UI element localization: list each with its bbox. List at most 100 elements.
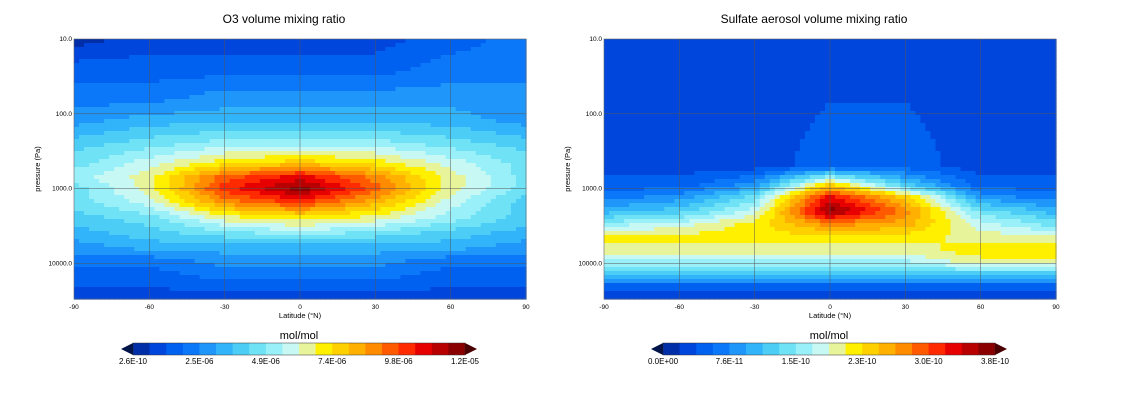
contour-cell bbox=[244, 123, 251, 128]
contour-cell bbox=[325, 55, 331, 60]
contour-cell bbox=[480, 219, 487, 224]
contour-cell bbox=[415, 155, 422, 160]
contour-cell bbox=[129, 107, 135, 112]
contour-cell bbox=[124, 131, 130, 136]
contour-cell bbox=[425, 191, 432, 196]
contour-cell bbox=[515, 223, 522, 228]
contour-cell bbox=[405, 227, 412, 232]
contour-cell bbox=[355, 159, 361, 164]
contour-cell bbox=[144, 127, 150, 132]
contour-cell bbox=[460, 95, 467, 100]
contour-cell bbox=[269, 207, 276, 212]
contour-cell bbox=[400, 175, 407, 180]
contour-cell bbox=[154, 171, 160, 176]
contour-cell bbox=[189, 91, 196, 96]
contour-cell bbox=[114, 255, 120, 260]
contour-cell bbox=[305, 163, 311, 168]
contour-cell bbox=[264, 107, 271, 112]
contour-cell bbox=[385, 111, 391, 116]
contour-cell bbox=[365, 207, 371, 212]
contour-cell bbox=[360, 59, 366, 64]
contour-cell bbox=[259, 171, 266, 176]
contour-cell bbox=[204, 175, 211, 180]
contour-cell bbox=[184, 207, 191, 212]
contour-cell bbox=[475, 223, 482, 228]
contour-cell bbox=[234, 223, 241, 228]
contour-cell bbox=[94, 215, 100, 220]
contour-cell bbox=[365, 111, 371, 116]
contour-cell bbox=[400, 171, 407, 176]
contour-cell bbox=[365, 103, 371, 108]
contour-cell bbox=[149, 91, 155, 96]
contour-cell bbox=[500, 163, 507, 168]
contour-cell bbox=[204, 43, 211, 48]
contour-cell bbox=[249, 195, 256, 200]
contour-cell bbox=[244, 215, 251, 220]
contour-cell bbox=[485, 159, 492, 164]
contour-cell bbox=[124, 127, 130, 132]
contour-cell bbox=[320, 163, 326, 168]
contour-cell bbox=[300, 47, 306, 52]
contour-cell bbox=[410, 179, 417, 184]
contour-cell bbox=[430, 195, 437, 200]
contour-cell bbox=[219, 139, 226, 144]
contour-cell bbox=[510, 175, 517, 180]
contour-cell bbox=[520, 183, 527, 188]
contour-cell bbox=[264, 151, 271, 156]
contour-cell bbox=[294, 211, 301, 216]
contour-cell bbox=[470, 155, 477, 160]
contour-cell bbox=[189, 127, 196, 132]
contour-cell bbox=[119, 195, 125, 200]
contour-cell bbox=[294, 47, 301, 52]
contour-cell bbox=[420, 163, 427, 168]
contour-cell bbox=[89, 239, 95, 244]
contour-cell bbox=[505, 243, 512, 248]
contour-cell bbox=[74, 239, 80, 244]
contour-cell bbox=[370, 127, 376, 132]
contour-cell bbox=[104, 43, 110, 48]
contour-cell bbox=[174, 75, 181, 80]
contour-cell bbox=[149, 195, 155, 200]
contour-cell bbox=[139, 43, 145, 48]
contour-cell bbox=[415, 143, 422, 148]
contour-cell bbox=[425, 75, 432, 80]
contour-cell bbox=[375, 59, 381, 64]
contour-cell bbox=[134, 107, 140, 112]
contour-cell bbox=[450, 251, 457, 256]
contour-cell bbox=[415, 51, 422, 56]
contour-cell bbox=[244, 207, 251, 212]
contour-cell bbox=[239, 183, 246, 188]
contour-cell bbox=[410, 251, 417, 256]
contour-cell bbox=[495, 239, 502, 244]
contour-cell bbox=[375, 151, 381, 156]
contour-cell bbox=[294, 79, 301, 84]
contour-cell bbox=[485, 135, 492, 140]
contour-cell bbox=[360, 195, 366, 200]
contour-cell bbox=[219, 75, 226, 80]
contour-cell bbox=[294, 43, 301, 48]
contour-cell bbox=[279, 47, 286, 52]
contour-cell bbox=[159, 171, 165, 176]
contour-cell bbox=[490, 223, 497, 228]
contour-cell bbox=[139, 95, 145, 100]
contour-cell bbox=[315, 139, 321, 144]
contour-cell bbox=[234, 147, 241, 152]
contour-cell bbox=[269, 71, 276, 76]
contour-cell bbox=[104, 191, 110, 196]
contour-cell bbox=[84, 239, 90, 244]
contour-cell bbox=[300, 71, 306, 76]
contour-cell bbox=[335, 179, 341, 184]
contour-cell bbox=[124, 227, 130, 232]
contour-cell bbox=[410, 151, 417, 156]
contour-cell bbox=[360, 211, 366, 216]
contour-cell bbox=[425, 255, 432, 260]
contour-cell bbox=[405, 247, 412, 252]
contour-cell bbox=[360, 79, 366, 84]
contour-cell bbox=[224, 219, 231, 224]
contour-cell bbox=[495, 187, 502, 192]
contour-cell bbox=[284, 151, 291, 156]
contour-cell bbox=[94, 195, 100, 200]
contour-cell bbox=[330, 111, 336, 116]
contour-cell bbox=[229, 207, 236, 212]
contour-cell bbox=[500, 91, 507, 96]
